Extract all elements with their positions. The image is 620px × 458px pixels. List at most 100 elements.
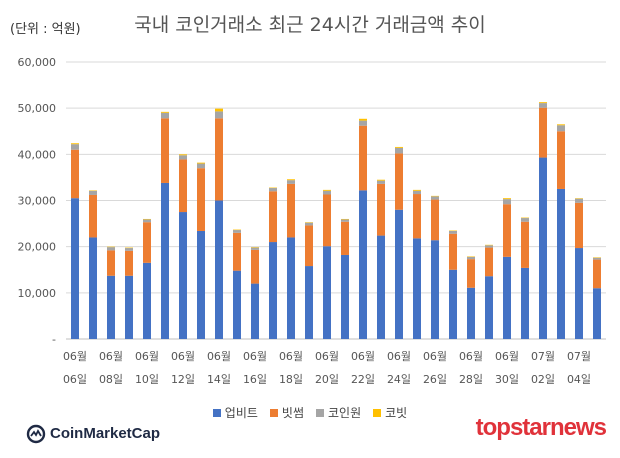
bar-4-06-13 <box>197 162 205 164</box>
x-tick-day: 18일 <box>279 372 303 386</box>
bar-2-06-21 <box>341 221 349 255</box>
x-tick-month: 06월 <box>423 350 447 363</box>
legend-label: 코인원 <box>328 406 362 420</box>
bar-1-07-05 <box>593 288 601 339</box>
x-tick-day: 06일 <box>63 372 87 386</box>
x-tick-day: 24일 <box>387 372 411 386</box>
bar-2-06-29 <box>485 247 493 277</box>
bar-4-06-22 <box>359 118 367 121</box>
bar-1-06-16 <box>251 283 259 339</box>
legend-item: 업비트 <box>212 404 258 421</box>
bar-1-06-25 <box>413 238 421 339</box>
bar-3-06-28 <box>467 256 475 260</box>
bar-1-06-23 <box>377 235 385 339</box>
bar-2-06-15 <box>233 232 241 271</box>
bar-1-06-20 <box>323 246 331 339</box>
x-tick-month: 06월 <box>135 350 159 363</box>
bar-2-06-23 <box>377 183 385 236</box>
x-tick-month: 06월 <box>63 350 87 363</box>
bar-3-06-08 <box>107 247 115 251</box>
bar-1-06-06 <box>71 198 79 339</box>
bar-2-07-01 <box>521 221 529 268</box>
bar-4-06-14 <box>215 108 223 112</box>
bar-1-06-18 <box>287 237 295 339</box>
bar-3-06-30 <box>503 199 511 205</box>
x-tick-day: 04일 <box>567 372 591 386</box>
bar-1-06-09 <box>125 275 133 339</box>
coinmarketcap-logo: CoinMarketCap <box>26 424 160 444</box>
x-tick-day: 26일 <box>423 372 447 386</box>
y-tick-label: 50,000 <box>18 102 57 115</box>
bar-4-06-24 <box>395 146 403 148</box>
legend-item: 코인원 <box>316 404 361 421</box>
x-tick-month: 06월 <box>387 350 411 363</box>
bar-2-06-18 <box>287 183 295 238</box>
bar-1-06-30 <box>503 256 511 339</box>
legend-swatch <box>316 409 324 417</box>
legend: 업비트 빗썸 코인원 코빗 <box>0 404 620 421</box>
bar-2-06-20 <box>323 194 331 247</box>
bar-1-06-11 <box>161 182 169 339</box>
bar-3-07-04 <box>575 198 583 203</box>
bar-4-06-23 <box>377 179 385 181</box>
bar-3-06-22 <box>359 120 367 126</box>
bar-2-06-19 <box>305 225 313 267</box>
bar-1-06-19 <box>305 266 313 339</box>
coinmarketcap-icon <box>26 424 46 444</box>
x-tick-month: 07월 <box>567 350 591 363</box>
bar-3-06-16 <box>251 247 259 250</box>
bar-1-06-26 <box>431 240 439 339</box>
legend-item: 빗썸 <box>269 404 304 421</box>
bar-1-06-21 <box>341 254 349 339</box>
bar-3-06-17 <box>269 188 277 192</box>
unit-label: (단위 : 억원) <box>10 22 81 37</box>
bar-2-06-13 <box>197 168 205 231</box>
x-tick-day: 02일 <box>531 372 555 386</box>
bar-2-06-16 <box>251 249 259 284</box>
bar-4-06-18 <box>287 179 295 181</box>
legend-label: 업비트 <box>224 406 258 420</box>
bar-3-06-10 <box>143 219 151 223</box>
x-tick-month: 06월 <box>243 350 267 363</box>
bar-2-06-26 <box>431 199 439 241</box>
bar-3-06-14 <box>215 111 223 119</box>
bar-1-06-22 <box>359 190 367 339</box>
bar-3-06-29 <box>485 245 493 248</box>
x-tick-month: 07월 <box>531 350 555 363</box>
bar-2-07-04 <box>575 202 583 249</box>
bar-1-06-24 <box>395 209 403 339</box>
x-tick-month: 06월 <box>207 350 231 363</box>
x-tick-month: 06월 <box>279 350 303 363</box>
bar-2-06-10 <box>143 222 151 263</box>
bar-1-07-03 <box>557 188 565 339</box>
bar-3-06-11 <box>161 112 169 119</box>
bar-4-06-25 <box>413 189 421 191</box>
x-tick-month: 06월 <box>459 350 483 363</box>
x-tick-day: 16일 <box>243 372 267 386</box>
bar-1-07-04 <box>575 248 583 339</box>
bar-1-06-08 <box>107 275 115 339</box>
bar-3-06-27 <box>449 230 457 234</box>
bar-2-06-24 <box>395 153 403 210</box>
x-tick-day: 28일 <box>459 372 483 386</box>
y-tick-label: - <box>52 333 56 346</box>
x-tick-day: 22일 <box>351 372 375 386</box>
coinmarketcap-wordmark: CoinMarketCap <box>50 425 161 442</box>
x-tick-day: 30일 <box>495 372 519 386</box>
legend-label: 코빗 <box>385 406 408 420</box>
bar-3-07-02 <box>539 103 547 108</box>
bar-3-06-21 <box>341 219 349 222</box>
bar-2-06-14 <box>215 118 223 201</box>
bar-2-06-22 <box>359 125 367 191</box>
bar-3-06-25 <box>413 190 421 195</box>
bar-2-06-25 <box>413 194 421 239</box>
bar-1-06-13 <box>197 230 205 339</box>
bar-3-06-18 <box>287 180 295 184</box>
bar-3-06-09 <box>125 248 133 251</box>
x-tick-day: 12일 <box>171 372 195 386</box>
bar-2-06-07 <box>89 194 97 238</box>
bar-2-06-08 <box>107 250 115 276</box>
bar-4-06-12 <box>179 154 187 156</box>
bar-2-06-17 <box>269 191 277 243</box>
